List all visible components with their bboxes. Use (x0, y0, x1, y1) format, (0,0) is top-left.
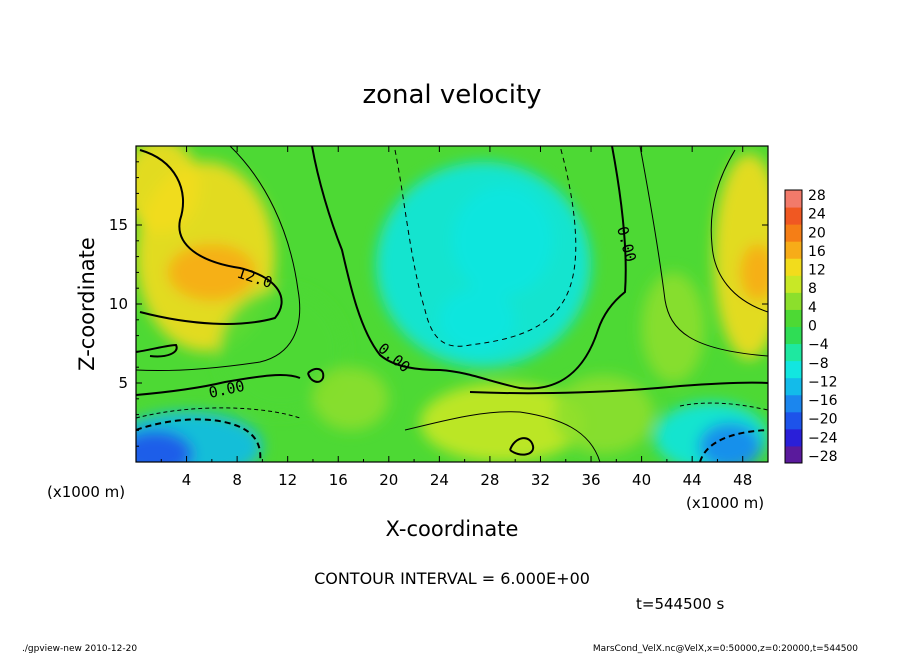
colorbar-swatch (785, 394, 802, 413)
x-axis-label: X-coordinate (386, 517, 519, 541)
colorbar-label: −12 (808, 374, 838, 390)
colorbar-label: −24 (808, 430, 838, 446)
colorbar-swatch (785, 377, 802, 396)
colorbar-swatch (785, 411, 802, 430)
plot-area: 12.0 0.00 0.00 0.00 (135, 145, 769, 463)
x-tick-label: 44 (683, 471, 702, 489)
x-tick-label: 16 (329, 471, 348, 489)
colorbar-swatch (785, 428, 802, 447)
colorbar-label: 16 (808, 244, 826, 260)
field-region-12 (420, 383, 585, 462)
y-tick-label: 5 (118, 374, 128, 392)
field-region-3 (713, 153, 768, 360)
colorbar-swatch (785, 292, 802, 310)
colorbar-swatch (785, 224, 802, 242)
x-tick-label: 36 (581, 471, 600, 489)
contour-minus6 (394, 146, 577, 347)
colorbar-label: 12 (808, 263, 826, 279)
x-tick-label: 32 (531, 471, 550, 489)
contour-6-right-mid (639, 146, 768, 357)
x-tick-label: 40 (632, 471, 651, 489)
field-region-13 (553, 375, 655, 455)
y-axis: 5 10 15 (109, 161, 768, 447)
time-label: t=544500 s (636, 595, 724, 613)
footer-left: ./gpview-new 2010-12-20 (22, 644, 137, 654)
colorbar-label: 24 (808, 207, 826, 223)
colorbar-label: 28 (808, 188, 826, 204)
x-tick-label: 12 (278, 471, 297, 489)
colorbar-swatch (785, 343, 802, 362)
colorbar-swatch (785, 309, 802, 327)
colorbar-swatch (785, 326, 802, 345)
colorbar-label: 20 (808, 225, 826, 241)
field-region-2 (167, 243, 257, 301)
contour-zero-small (136, 343, 178, 358)
colorbar-swatch (785, 445, 802, 464)
colorbar-frame (784, 189, 803, 464)
x-tick-label: 24 (430, 471, 449, 489)
field-region-7 (439, 288, 516, 352)
colorbar-swatch (785, 258, 802, 276)
contour-12 (139, 149, 283, 325)
colorbar-label: −20 (808, 412, 838, 428)
field-region-15 (218, 288, 345, 415)
colorbar-swatch (785, 190, 802, 208)
colorbar-swatch (785, 275, 802, 293)
field-region-16 (312, 367, 389, 431)
field-shading (136, 146, 768, 462)
colorbar: 28 24 20 16 12 8 4 0 −4 −8 −12 −16 −20 −24 −28 (784, 188, 838, 465)
field-region-14 (641, 272, 705, 384)
y-tick-label: 10 (109, 295, 128, 313)
contour-interval-note: CONTOUR INTERVAL = 6.000E+00 (314, 569, 590, 588)
colorbar-swatch (785, 360, 802, 379)
field-region-9 (136, 430, 193, 462)
colorbar-swatch (785, 241, 802, 259)
field-region-4 (740, 243, 768, 301)
colorbar-label: 4 (808, 300, 817, 316)
x-unit-label-left: (x1000 m) (47, 483, 125, 501)
x-tick-label: 8 (232, 471, 242, 489)
x-tick-label: 20 (379, 471, 398, 489)
contour-minus12-right (699, 429, 768, 462)
contour-lines (136, 146, 768, 462)
colorbar-swatch (785, 207, 802, 225)
x-unit-label-right: (x1000 m) (686, 494, 764, 512)
field-region-1 (136, 146, 200, 233)
contour-6-left (136, 146, 301, 372)
x-tick-label: 48 (733, 471, 752, 489)
x-axis: 4 8 12 16 20 24 28 32 36 40 44 48 (160, 146, 752, 489)
y-tick-label: 15 (109, 216, 128, 234)
contour-minus6-bottom (136, 402, 768, 419)
footer-right: MarsCond_VelX.nc@VelX,x=0:50000,z=0:2000… (593, 644, 858, 654)
contour-6-bottom (404, 411, 601, 462)
colorbar-label: 8 (808, 281, 817, 297)
colorbar-label: −28 (808, 449, 838, 465)
field-region-6 (452, 185, 554, 297)
colorbar-label: −4 (808, 337, 829, 353)
colorbar-label: −8 (808, 356, 829, 372)
colorbar-label: −16 (808, 393, 838, 409)
colorbar-label: 0 (808, 319, 817, 335)
contour-minus12-left (136, 418, 262, 462)
x-tick-label: 4 (182, 471, 192, 489)
x-tick-label: 28 (480, 471, 499, 489)
field-region-11 (698, 422, 762, 462)
contour-zero-central (311, 146, 627, 390)
contour-zero-island (307, 367, 325, 383)
contour-zero-lower (136, 374, 768, 396)
contour-6-right (710, 149, 768, 313)
y-axis-label: Z-coordinate (75, 237, 99, 371)
chart-title: zonal velocity (362, 80, 541, 110)
contour-zero-bottom (509, 437, 535, 456)
